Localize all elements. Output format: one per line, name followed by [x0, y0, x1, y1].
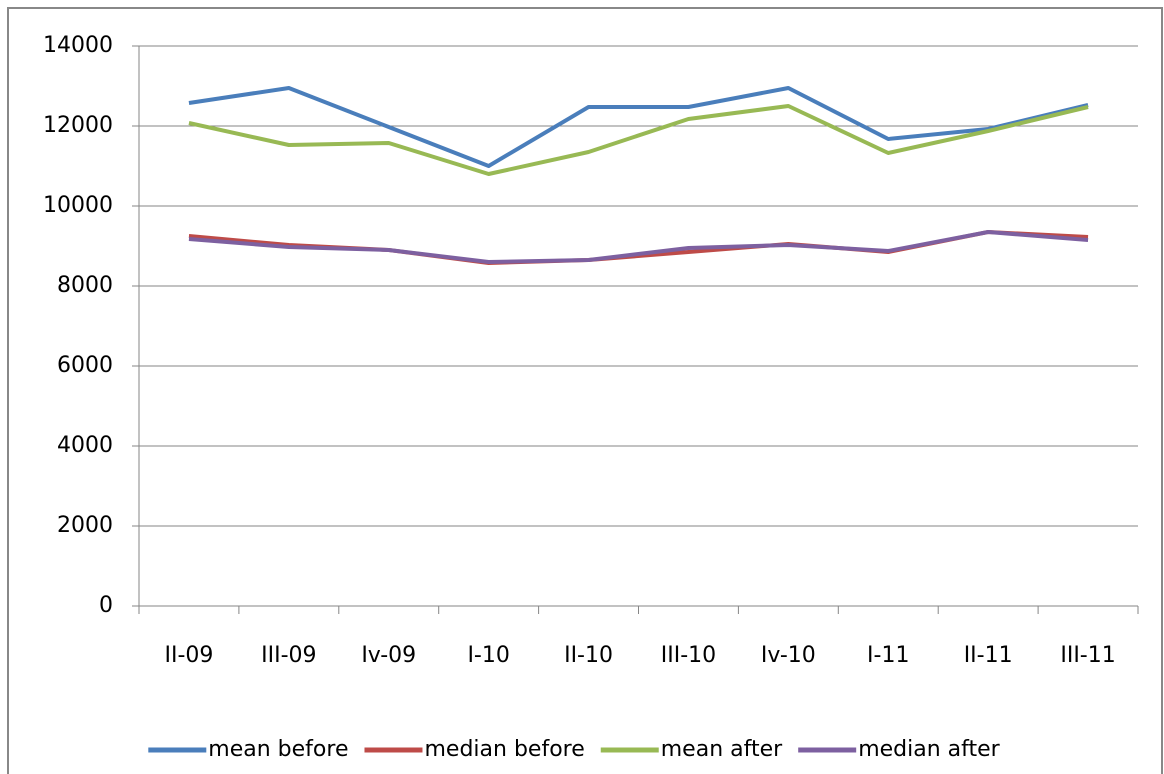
x-tick-label: I-10 [467, 643, 509, 668]
y-tick-label: 0 [99, 593, 113, 618]
series-line [188, 230, 1089, 264]
x-tick-label: II-10 [564, 643, 613, 668]
legend-label: mean after [661, 737, 783, 762]
y-tick-label: 14000 [43, 33, 113, 58]
x-tick-label: Iv-10 [761, 643, 816, 668]
x-tick-label: III-10 [661, 643, 716, 668]
legend-label: median before [424, 737, 584, 762]
y-tick-label: 4000 [57, 433, 113, 458]
x-tick-label: III-11 [1060, 643, 1115, 668]
x-tick-label: Iv-09 [361, 643, 416, 668]
y-tick-label: 12000 [43, 113, 113, 138]
y-tick-label: 2000 [57, 513, 113, 538]
y-tick-label: 10000 [43, 193, 113, 218]
series-line [188, 86, 1089, 168]
x-tick-label: II-09 [164, 643, 213, 668]
x-tick-label: I-11 [867, 643, 909, 668]
legend-label: median after [858, 737, 1000, 762]
legend-label: mean before [208, 737, 348, 762]
y-tick-label: 8000 [57, 273, 113, 298]
y-tick-label: 6000 [57, 353, 113, 378]
x-tick-label: III-09 [261, 643, 316, 668]
x-tick-label: II-11 [964, 643, 1013, 668]
series-line [188, 104, 1089, 176]
